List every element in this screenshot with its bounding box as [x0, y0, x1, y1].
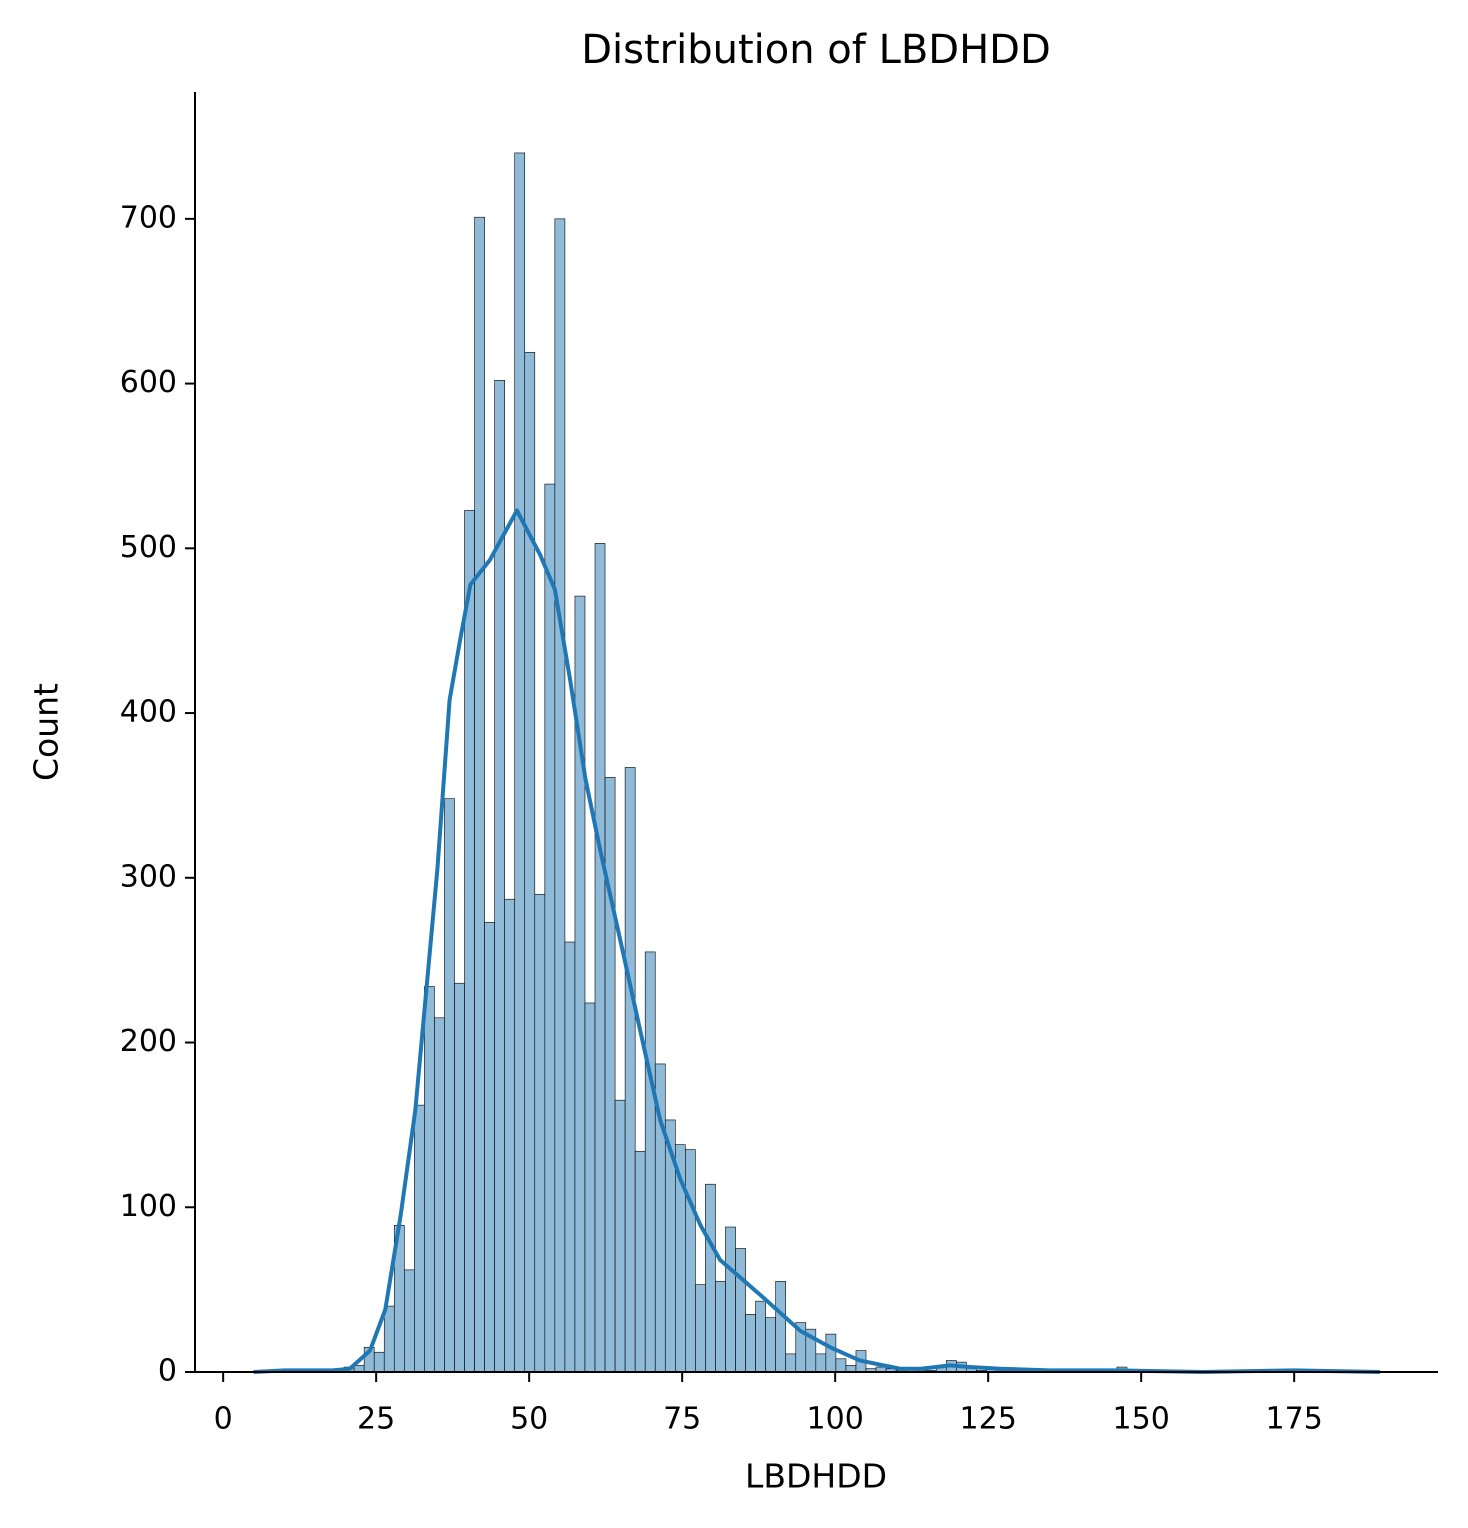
y-tick-label: 400	[120, 695, 177, 730]
x-tick-label: 0	[214, 1402, 233, 1437]
x-tick-label: 25	[357, 1402, 395, 1437]
bar	[685, 1149, 696, 1373]
bar	[373, 1351, 385, 1373]
x-tick-label: 175	[1266, 1402, 1323, 1437]
bar	[594, 543, 606, 1373]
bar	[494, 379, 505, 1373]
bar	[504, 898, 516, 1373]
bar	[725, 1226, 736, 1373]
bar	[434, 1017, 445, 1373]
bar	[815, 1353, 827, 1373]
y-tick-label: 500	[120, 530, 177, 565]
kde-line	[253, 508, 1380, 1374]
x-tick-label: 100	[807, 1402, 864, 1437]
bar	[464, 510, 475, 1373]
x-tick-label: 75	[663, 1402, 701, 1437]
y-tick-label: 0	[158, 1354, 177, 1389]
y-tick-label: 100	[120, 1189, 177, 1224]
bar	[765, 1317, 776, 1373]
bar	[484, 921, 495, 1373]
bar	[414, 1104, 425, 1373]
y-tick-label: 300	[120, 859, 177, 894]
bar	[474, 216, 485, 1373]
x-tick-label: 50	[510, 1402, 548, 1437]
x-tick-label: 125	[960, 1402, 1017, 1437]
bar	[404, 1269, 415, 1373]
chart-title: Distribution of LBDHDD	[581, 27, 1051, 73]
bar	[735, 1248, 746, 1373]
bar	[383, 1305, 395, 1373]
bar	[544, 483, 556, 1373]
bar	[534, 893, 546, 1373]
bar	[454, 982, 465, 1373]
bar	[695, 1284, 706, 1373]
bar	[584, 1002, 596, 1373]
bar	[554, 218, 566, 1373]
bar	[604, 777, 616, 1373]
bar	[524, 351, 536, 1373]
bar	[775, 1281, 787, 1373]
bar	[785, 1353, 797, 1373]
y-tick-label: 600	[120, 365, 177, 400]
bar	[715, 1281, 726, 1373]
bar	[614, 1099, 626, 1373]
bar	[624, 767, 636, 1373]
x-tick-label: 150	[1113, 1402, 1170, 1437]
bar	[564, 941, 576, 1373]
x-axis-label: LBDHDD	[745, 1457, 887, 1496]
y-axis-label: Count	[27, 683, 66, 781]
bar	[444, 798, 455, 1373]
y-tick-label: 700	[120, 200, 177, 235]
bar	[745, 1314, 756, 1373]
bar	[644, 951, 656, 1373]
bar	[825, 1333, 837, 1373]
bar	[705, 1183, 716, 1373]
y-tick-label: 200	[120, 1024, 177, 1059]
bar	[634, 1150, 646, 1373]
bar	[514, 152, 526, 1373]
bar	[835, 1358, 847, 1373]
bar	[424, 986, 435, 1373]
bar	[755, 1300, 766, 1373]
